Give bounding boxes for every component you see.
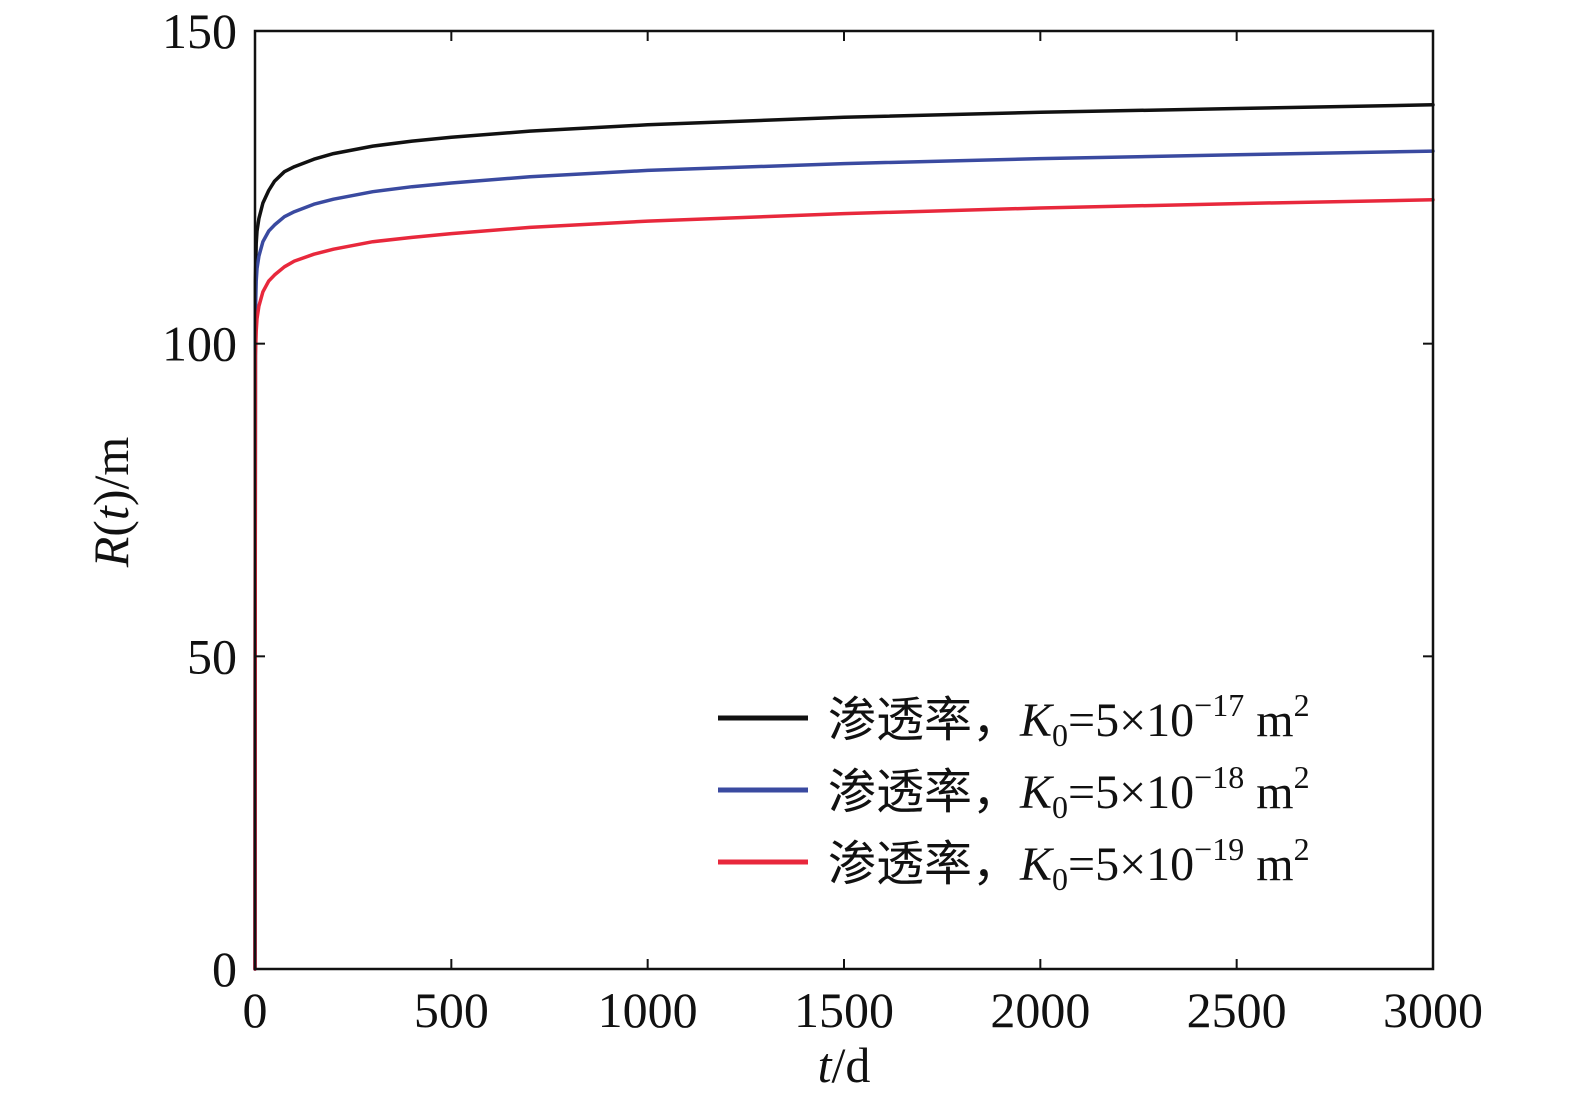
x-tick-label: 2000 — [990, 982, 1090, 1038]
y-tick-label: 100 — [162, 316, 237, 372]
x-tick-label: 0 — [243, 982, 268, 1038]
series-layer — [253, 103, 1435, 971]
legend-label-k: K — [1019, 766, 1055, 819]
legend-item: 渗透率，K0=5×10−18 m2 — [718, 759, 1310, 825]
series-line-1 — [253, 103, 1435, 971]
x-axis-ticks: 0 500 1000 1500 2000 2500 3000 — [243, 31, 1483, 1038]
legend-label-eq: =5×10 — [1068, 766, 1194, 819]
legend-label-unit: m — [1244, 694, 1293, 747]
legend-label-eq: =5×10 — [1068, 838, 1194, 891]
x-tick-label: 1000 — [598, 982, 698, 1038]
legend-label-prefix: 渗透率， — [828, 694, 1020, 747]
legend-label-unit: m — [1244, 838, 1293, 891]
x-tick-label: 3000 — [1383, 982, 1483, 1038]
legend-label-exp: −19 — [1194, 831, 1244, 867]
legend-item: 渗透率，K0=5×10−17 m2 — [718, 687, 1310, 753]
legend-label-unit-sup: 2 — [1294, 759, 1310, 795]
legend-label-unit-sup: 2 — [1294, 687, 1310, 723]
legend-label-exp: −18 — [1194, 759, 1244, 795]
plot-frame — [253, 29, 1435, 971]
series-line-2 — [253, 149, 1435, 971]
legend-label: 渗透率，K0=5×10−17 m2 — [828, 687, 1310, 753]
legend-label-prefix: 渗透率， — [828, 838, 1020, 891]
x-axis-label-unit: /d — [832, 1037, 871, 1093]
y-tick-label: 0 — [212, 941, 237, 997]
legend-label-k-sub: 0 — [1052, 717, 1068, 753]
y-tick-label: 150 — [162, 3, 237, 59]
series-line-3 — [253, 198, 1435, 971]
legend-label: 渗透率，K0=5×10−19 m2 — [828, 831, 1310, 897]
x-tick-label: 1500 — [794, 982, 894, 1038]
y-axis-ticks: 0 50 100 150 — [162, 3, 1433, 997]
legend-label-k-sub: 0 — [1052, 789, 1068, 825]
x-tick-label: 2500 — [1187, 982, 1287, 1038]
legend-label-k-sub: 0 — [1052, 861, 1068, 897]
y-axis-label-unit: /m — [83, 437, 139, 490]
legend-label: 渗透率，K0=5×10−18 m2 — [828, 759, 1310, 825]
legend-label-eq: =5×10 — [1068, 694, 1194, 747]
legend-label-k: K — [1019, 838, 1055, 891]
y-tick-label: 50 — [187, 628, 237, 684]
x-axis-label-var: t — [818, 1037, 833, 1093]
y-axis-label-var: R — [83, 537, 139, 569]
legend-label-unit: m — [1244, 766, 1293, 819]
x-tick-label: 500 — [414, 982, 489, 1038]
x-axis-label: t/d — [818, 1037, 871, 1093]
legend-item: 渗透率，K0=5×10−19 m2 — [718, 831, 1310, 897]
legend-label-unit-sup: 2 — [1294, 831, 1310, 867]
y-axis-label-arg: t — [83, 505, 139, 520]
legend-label-k: K — [1019, 694, 1055, 747]
legend-label-exp: −17 — [1194, 687, 1244, 723]
y-axis-label: R(t)/m — [83, 437, 139, 569]
legend-label-prefix: 渗透率， — [828, 766, 1020, 819]
